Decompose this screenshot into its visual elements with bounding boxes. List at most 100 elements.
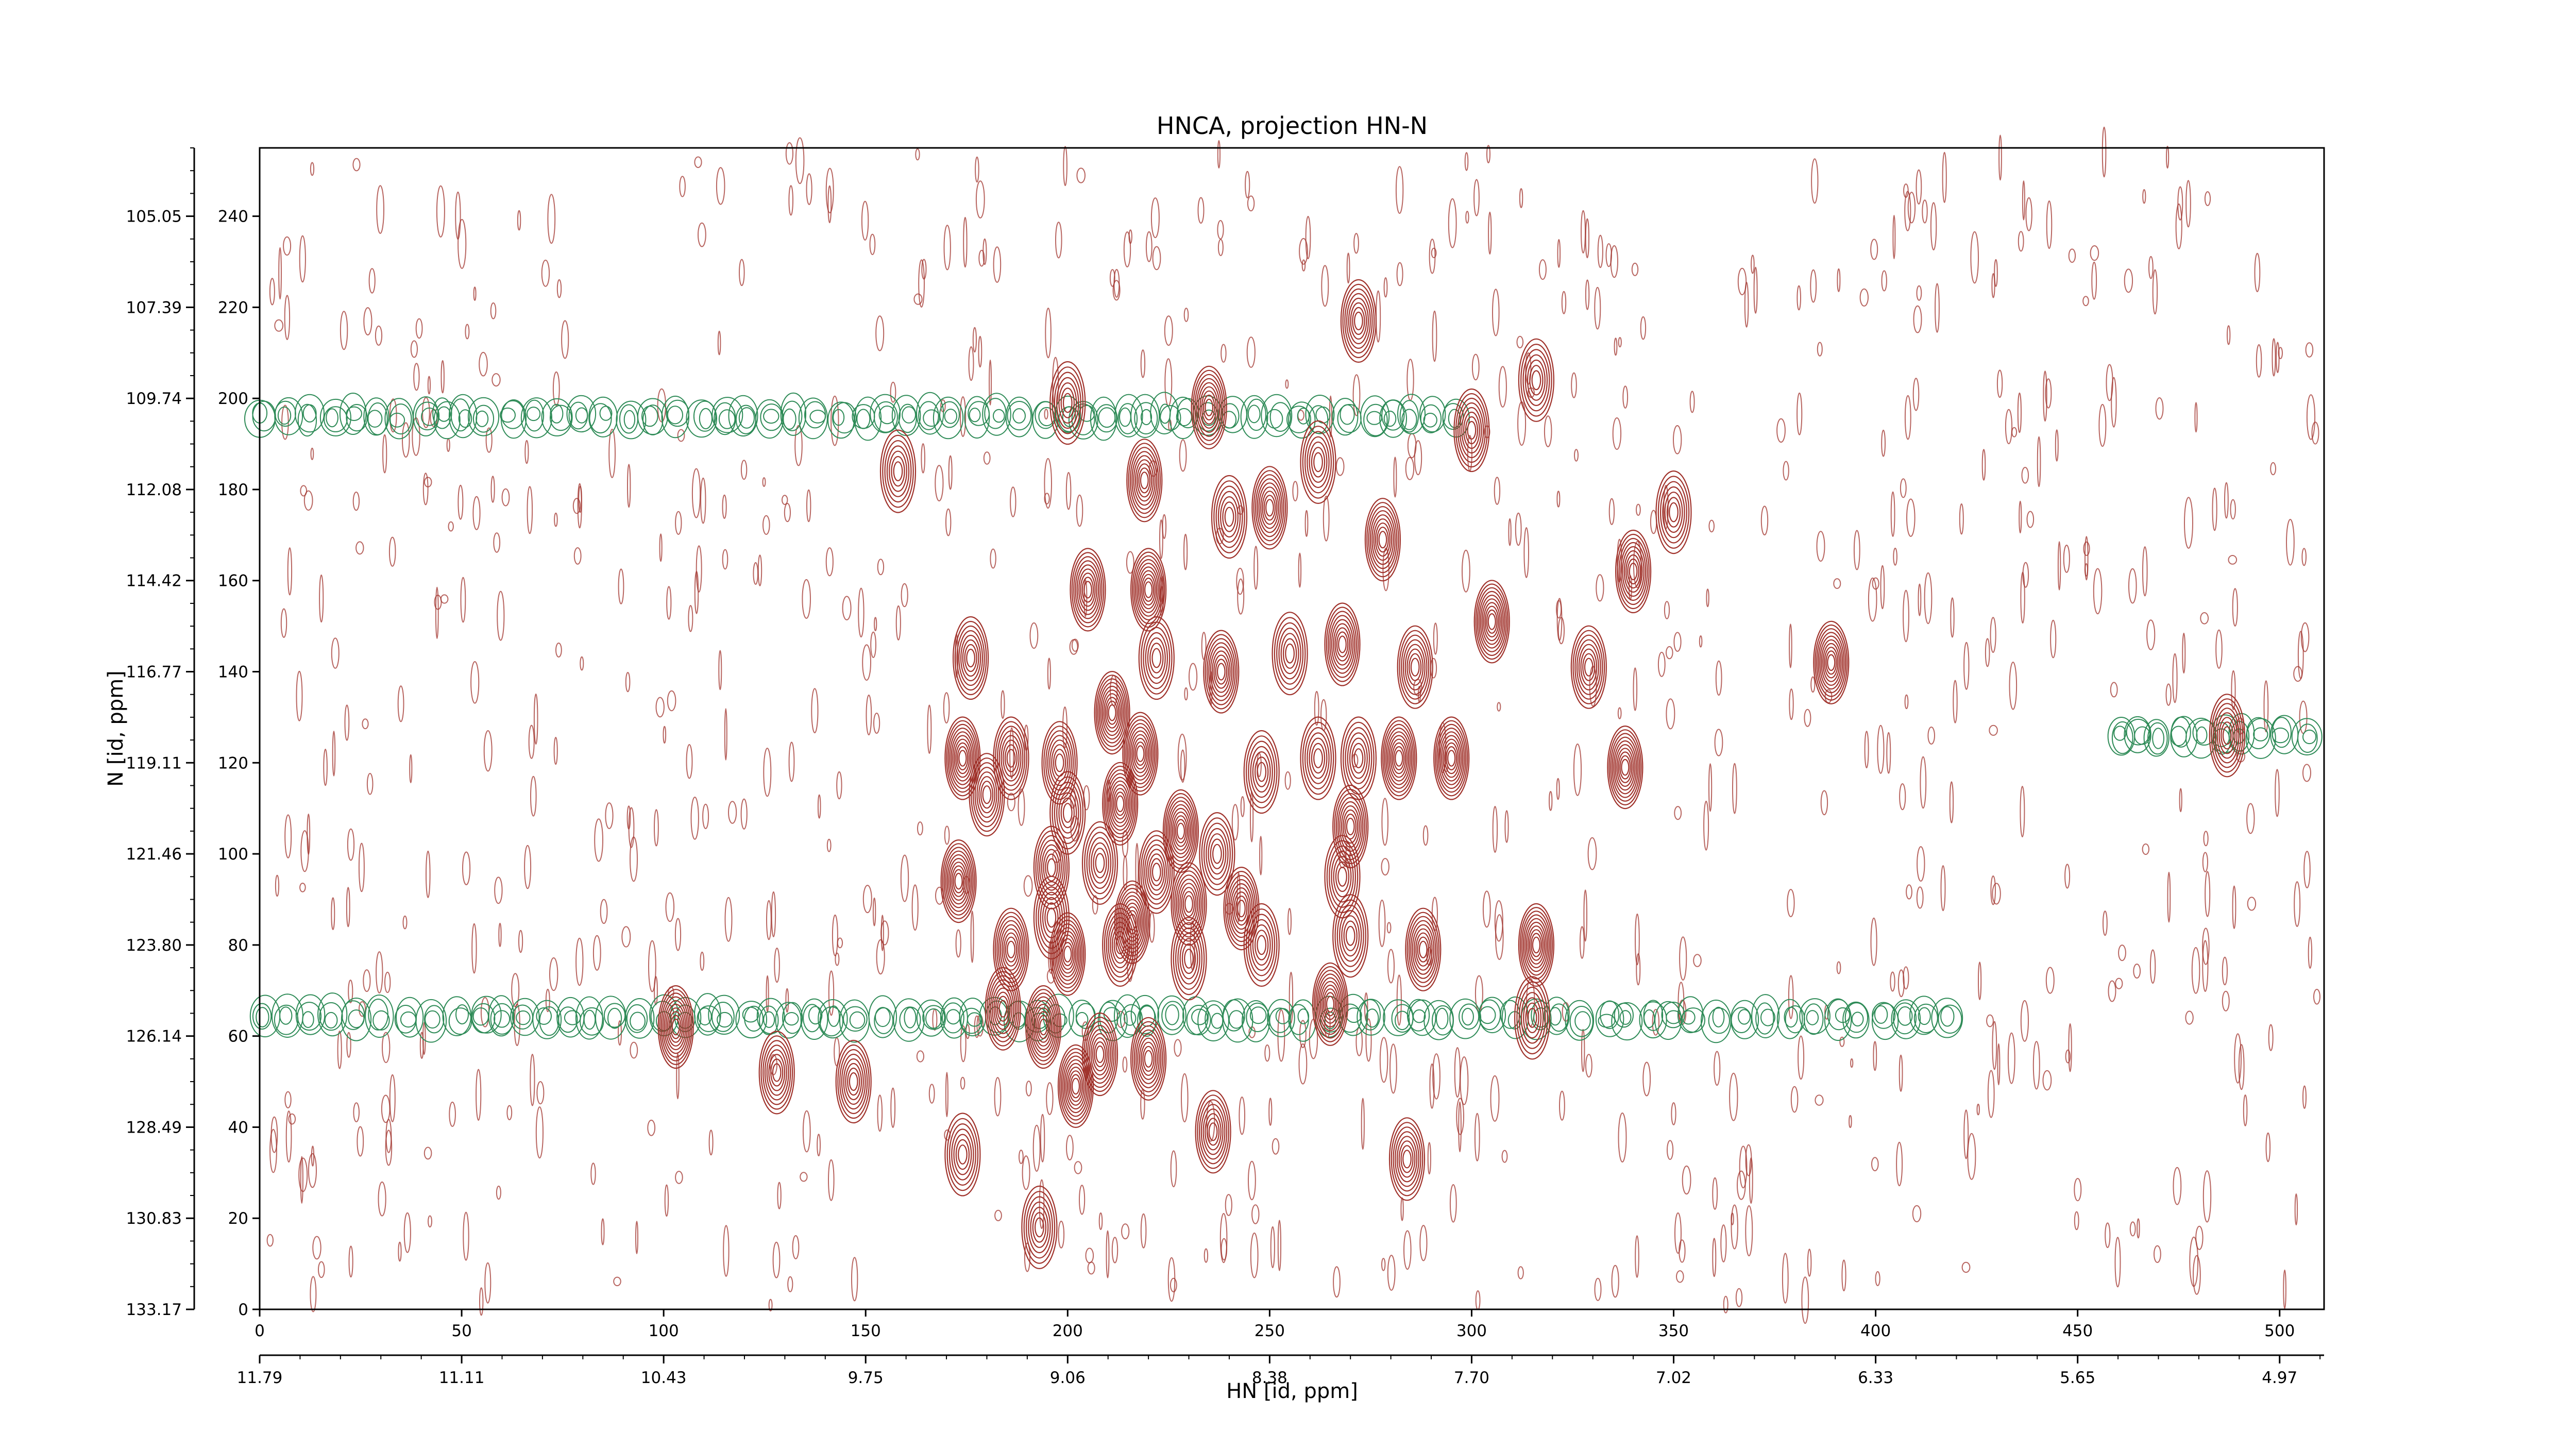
noise-contour: [2195, 1225, 2204, 1250]
noise-contour: [627, 464, 631, 508]
peak-contour: [1058, 792, 1077, 834]
noise-contour: [1714, 729, 1723, 756]
peak-contour: [1208, 642, 1234, 701]
noise-contour: [518, 930, 523, 953]
peak-contour: [764, 1044, 789, 1101]
negative-contour: [1799, 998, 1831, 1035]
noise-contour: [1987, 1070, 1995, 1118]
noise-contour: [1585, 1054, 1592, 1078]
peak-contour: [1398, 1140, 1416, 1178]
peak-12: [1364, 498, 1401, 582]
negative-contour: [1423, 1000, 1454, 1040]
noise-contour: [2103, 911, 2108, 936]
noise-contour: [1942, 151, 1947, 203]
noise-contour: [1474, 1113, 1480, 1161]
peak-contour: [1203, 822, 1231, 885]
peak-contour: [845, 1063, 862, 1101]
noise-contour: [718, 650, 722, 690]
noise-contour: [1787, 889, 1795, 917]
negative-contour: [433, 401, 461, 440]
peak-contour: [1054, 372, 1081, 434]
peak-contour: [1033, 1003, 1054, 1051]
peak-contour: [1133, 555, 1164, 625]
noise-contour: [1486, 145, 1490, 164]
noise-contour: [428, 1215, 432, 1228]
noise-contour: [1403, 1230, 1412, 1270]
noise-contour: [2093, 568, 2103, 615]
peak-contour: [1041, 844, 1062, 891]
noise-contour: [1556, 491, 1561, 508]
negative-contour: [1851, 1012, 1864, 1026]
peak-contour: [1076, 564, 1099, 615]
noise-contour: [663, 726, 667, 744]
peak-8: [1126, 439, 1163, 523]
noise-contour: [739, 259, 745, 287]
peak-contour: [1382, 720, 1416, 797]
peak-contour: [1215, 485, 1243, 548]
noise-contour: [1611, 1265, 1619, 1298]
noise-contour: [359, 1001, 366, 1017]
peak-contour: [1307, 436, 1330, 488]
negative-contour: [1738, 1009, 1751, 1025]
noise-contour: [688, 605, 693, 632]
noise-contour: [700, 951, 705, 971]
noise-contour: [2042, 1070, 2052, 1091]
noise-contour: [1708, 763, 1713, 812]
noise-contour: [1032, 1124, 1041, 1172]
noise-contour: [1433, 622, 1438, 655]
peak-contour: [1131, 451, 1158, 510]
noise-contour: [842, 596, 852, 620]
negative-contour: [1360, 395, 1390, 437]
negative-contour: [295, 394, 325, 433]
peak-contour: [1402, 1150, 1412, 1169]
noise-contour: [913, 293, 923, 305]
peak-contour: [770, 1058, 784, 1087]
noise-contour: [1881, 429, 1886, 457]
peak-contour: [670, 1015, 682, 1039]
peak-contour: [1081, 821, 1118, 905]
noise-contour: [1159, 519, 1163, 559]
noise-contour: [2068, 1023, 2072, 1072]
noise-contour: [402, 915, 408, 930]
peak-contour: [1062, 941, 1074, 966]
noise-contour: [716, 167, 725, 205]
noise-contour: [1488, 211, 1492, 255]
negative-contour: [415, 999, 447, 1043]
peak-contour: [960, 634, 981, 682]
noise-contour: [2166, 145, 2170, 169]
negative-contour: [346, 404, 368, 432]
peak-contour: [888, 450, 907, 492]
noise-contour: [355, 541, 364, 555]
negative-contour: [833, 409, 845, 426]
peak-55: [1243, 903, 1280, 987]
noise-contour: [554, 512, 558, 527]
negative-contour: [2124, 716, 2151, 753]
noise-contour: [2154, 1245, 2161, 1263]
noise-contour: [1720, 1224, 1727, 1262]
peak-contour: [1302, 721, 1334, 795]
noise-contour: [648, 940, 656, 992]
noise-contour: [1284, 771, 1291, 790]
peak-contour: [1518, 903, 1554, 987]
noise-contour: [2177, 186, 2183, 221]
peak-contour: [1031, 1000, 1056, 1054]
noise-contour: [724, 897, 733, 942]
negative-contour: [1408, 999, 1436, 1036]
peak-contour: [998, 730, 1024, 786]
noise-contour: [664, 1184, 669, 1217]
peak-contour: [1174, 870, 1204, 938]
noise-contour: [1636, 503, 1641, 516]
negative-contour: [520, 397, 553, 439]
negative-contour: [589, 403, 612, 434]
noise-contour: [501, 488, 510, 507]
noise-contour: [1429, 1063, 1435, 1109]
noise-contour: [426, 850, 431, 898]
peak-contour: [1664, 492, 1683, 533]
peak-62: [1514, 976, 1551, 1060]
noise-contour: [1183, 308, 1189, 322]
peak-contour: [847, 1067, 860, 1096]
noise-contour: [2299, 700, 2308, 734]
peak-contour: [998, 1000, 1008, 1018]
peak-contour: [1233, 891, 1249, 926]
noise-contour: [2293, 666, 2303, 682]
